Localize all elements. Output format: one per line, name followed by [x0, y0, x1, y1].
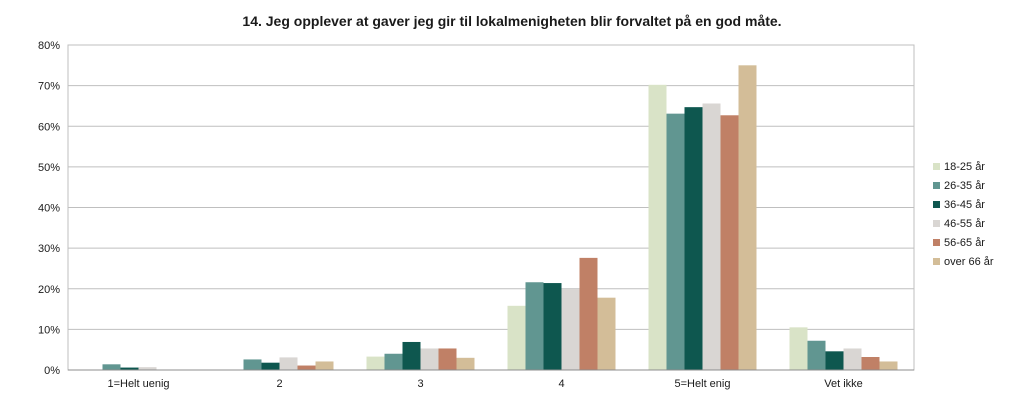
bar [438, 348, 457, 370]
bar [261, 362, 280, 370]
legend-label: over 66 år [944, 256, 994, 268]
legend-label: 56-65 år [944, 237, 985, 249]
legend-swatch [933, 220, 940, 227]
bar [738, 65, 757, 370]
legend-swatch [933, 182, 940, 189]
y-tick-label: 50% [38, 162, 60, 174]
y-tick-label: 60% [38, 121, 60, 133]
y-tick-label: 70% [38, 81, 60, 93]
legend-label: 18-25 år [944, 161, 985, 173]
y-tick-label: 30% [38, 243, 60, 255]
legend-label: 46-55 år [944, 218, 985, 230]
x-tick-label: 5=Helt enig [675, 378, 731, 390]
bar [597, 297, 616, 370]
bar [789, 327, 808, 370]
bar [666, 113, 685, 370]
bar [402, 341, 421, 370]
bar [561, 289, 580, 370]
x-tick-label: 3 [417, 378, 423, 390]
bar [315, 361, 334, 370]
legend-swatch [933, 258, 940, 265]
y-tick-label: 0% [44, 365, 60, 377]
x-tick-label: 2 [276, 378, 282, 390]
bar [861, 357, 880, 370]
y-tick-label: 10% [38, 324, 60, 336]
legend-label: 26-35 år [944, 180, 985, 192]
bar [720, 115, 739, 370]
legend-swatch [933, 201, 940, 208]
bar [138, 367, 157, 370]
bar [684, 107, 703, 370]
bar [843, 348, 862, 370]
bar [456, 357, 475, 370]
bar [243, 359, 262, 370]
chart-title: 14. Jeg opplever at gaver jeg gir til lo… [242, 13, 782, 29]
x-tick-label: 4 [558, 378, 564, 390]
y-tick-label: 40% [38, 203, 60, 215]
bar [384, 353, 403, 370]
bar [807, 340, 826, 370]
bar [648, 84, 667, 370]
y-tick-label: 80% [38, 40, 60, 52]
bar [420, 348, 439, 370]
bar [525, 282, 544, 370]
bar [879, 361, 898, 370]
legend-label: 36-45 år [944, 199, 985, 211]
bar [297, 365, 316, 370]
bar [120, 367, 139, 370]
x-tick-label: 1=Helt uenig [107, 378, 169, 390]
bar [366, 356, 385, 370]
legend-swatch [933, 163, 940, 170]
x-tick-label: Vet ikke [824, 378, 863, 390]
y-tick-label: 20% [38, 284, 60, 296]
bar [579, 257, 598, 370]
bar [507, 305, 526, 370]
bar [102, 364, 121, 370]
bar [279, 357, 298, 370]
bar [702, 103, 721, 370]
legend-swatch [933, 239, 940, 246]
bar [825, 351, 844, 370]
bar [543, 283, 562, 370]
